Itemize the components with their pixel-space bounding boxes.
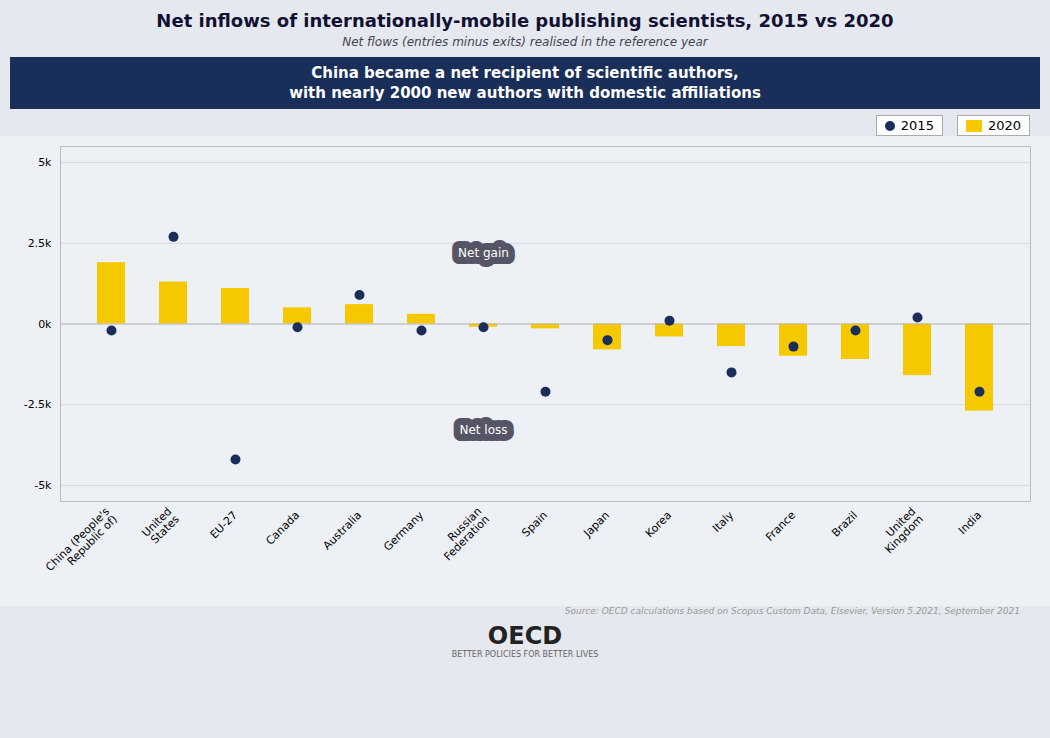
svg-text:Korea: Korea	[643, 509, 674, 540]
svg-text:-2.5k: -2.5k	[24, 398, 52, 411]
svg-text:Brazil: Brazil	[829, 509, 860, 540]
svg-text:-5k: -5k	[34, 479, 52, 492]
svg-text:Net gain: Net gain	[458, 246, 509, 260]
svg-text:2.5k: 2.5k	[28, 237, 52, 250]
html-text:Source: OECD calculations base: Source: OECD calculations based on Scopu…	[564, 606, 1020, 616]
html-text:with nearly 2000 new authors w: with nearly 2000 new authors with domest…	[289, 84, 761, 102]
html-text:BETTER POLICIES FOR BETTER LIV: BETTER POLICIES FOR BETTER LIVES	[451, 650, 599, 659]
svg-text:Italy: Italy	[710, 508, 736, 534]
svg-text:Net loss: Net loss	[459, 423, 507, 437]
html-text:Net flows (entries minus exits: Net flows (entries minus exits) realised…	[342, 35, 708, 49]
svg-text:China (People'sRepublic of): China (People'sRepublic of)	[43, 505, 120, 582]
html-text:OECD: OECD	[487, 622, 563, 650]
svg-text:5k: 5k	[38, 156, 52, 169]
svg-text:RussianFederation: RussianFederation	[434, 505, 492, 563]
html-text:2020: 2020	[987, 118, 1021, 133]
svg-text:UnitedKingdom: UnitedKingdom	[875, 505, 926, 556]
svg-text:0k: 0k	[38, 318, 52, 331]
svg-text:EU-27: EU-27	[208, 509, 241, 542]
svg-text:Spain: Spain	[519, 509, 550, 540]
html-text:2015: 2015	[900, 118, 934, 133]
svg-text:Canada: Canada	[263, 509, 302, 548]
html-text:China became a net recipient o: China became a net recipient of scientif…	[311, 64, 739, 82]
svg-text:UnitedStates: UnitedStates	[139, 505, 182, 548]
svg-text:France: France	[763, 509, 798, 544]
svg-text:Japan: Japan	[581, 509, 613, 541]
svg-text:Germany: Germany	[381, 508, 426, 553]
html-text:Net inflows of internationally: Net inflows of internationally-mobile pu…	[156, 10, 894, 31]
svg-text:Australia: Australia	[321, 509, 365, 553]
svg-text:India: India	[956, 509, 984, 537]
